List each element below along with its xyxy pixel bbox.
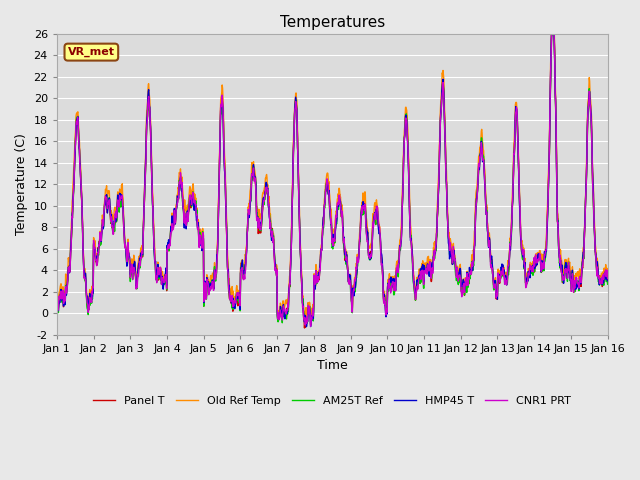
AM25T Ref: [604, 281, 611, 287]
CNR1 PRT: [548, 20, 556, 25]
Panel T: [175, 177, 183, 183]
AM25T Ref: [539, 267, 547, 273]
HMP45 T: [53, 304, 61, 310]
Line: CNR1 PRT: CNR1 PRT: [57, 23, 607, 326]
CNR1 PRT: [237, 267, 244, 273]
AM25T Ref: [175, 178, 183, 183]
X-axis label: Time: Time: [317, 359, 348, 372]
Old Ref Temp: [53, 300, 61, 305]
Legend: Panel T, Old Ref Temp, AM25T Ref, HMP45 T, CNR1 PRT: Panel T, Old Ref Temp, AM25T Ref, HMP45 …: [89, 391, 575, 410]
Old Ref Temp: [604, 272, 611, 277]
Panel T: [548, 17, 556, 23]
Panel T: [418, 265, 426, 271]
HMP45 T: [418, 264, 426, 269]
AM25T Ref: [237, 264, 244, 270]
HMP45 T: [490, 282, 498, 288]
Y-axis label: Temperature (C): Temperature (C): [15, 133, 28, 235]
AM25T Ref: [162, 273, 170, 279]
Panel T: [604, 276, 611, 282]
Line: AM25T Ref: AM25T Ref: [57, 25, 607, 324]
Panel T: [53, 305, 61, 311]
Old Ref Temp: [307, 317, 314, 323]
AM25T Ref: [548, 22, 556, 28]
Old Ref Temp: [539, 259, 547, 264]
CNR1 PRT: [162, 272, 170, 277]
Line: Panel T: Panel T: [57, 20, 607, 328]
CNR1 PRT: [175, 179, 183, 185]
Panel T: [301, 325, 308, 331]
AM25T Ref: [418, 268, 426, 274]
Line: Old Ref Temp: Old Ref Temp: [57, 12, 607, 320]
Line: HMP45 T: HMP45 T: [57, 15, 607, 327]
CNR1 PRT: [490, 285, 498, 290]
Panel T: [162, 270, 170, 276]
AM25T Ref: [53, 306, 61, 312]
Panel T: [539, 268, 547, 274]
Old Ref Temp: [418, 261, 426, 266]
HMP45 T: [604, 278, 611, 284]
Old Ref Temp: [162, 266, 170, 272]
Old Ref Temp: [548, 9, 556, 14]
CNR1 PRT: [539, 266, 547, 272]
Old Ref Temp: [490, 277, 498, 283]
HMP45 T: [303, 324, 310, 330]
CNR1 PRT: [604, 276, 611, 281]
CNR1 PRT: [307, 324, 314, 329]
Panel T: [490, 282, 498, 288]
HMP45 T: [237, 266, 244, 272]
HMP45 T: [539, 264, 547, 270]
HMP45 T: [162, 265, 170, 271]
AM25T Ref: [490, 287, 498, 293]
AM25T Ref: [307, 322, 314, 327]
CNR1 PRT: [418, 267, 426, 273]
Title: Temperatures: Temperatures: [280, 15, 385, 30]
CNR1 PRT: [53, 305, 61, 311]
Old Ref Temp: [175, 169, 183, 175]
Old Ref Temp: [237, 261, 244, 267]
HMP45 T: [175, 181, 183, 187]
Text: VR_met: VR_met: [68, 47, 115, 57]
Panel T: [237, 260, 244, 266]
HMP45 T: [548, 12, 556, 18]
